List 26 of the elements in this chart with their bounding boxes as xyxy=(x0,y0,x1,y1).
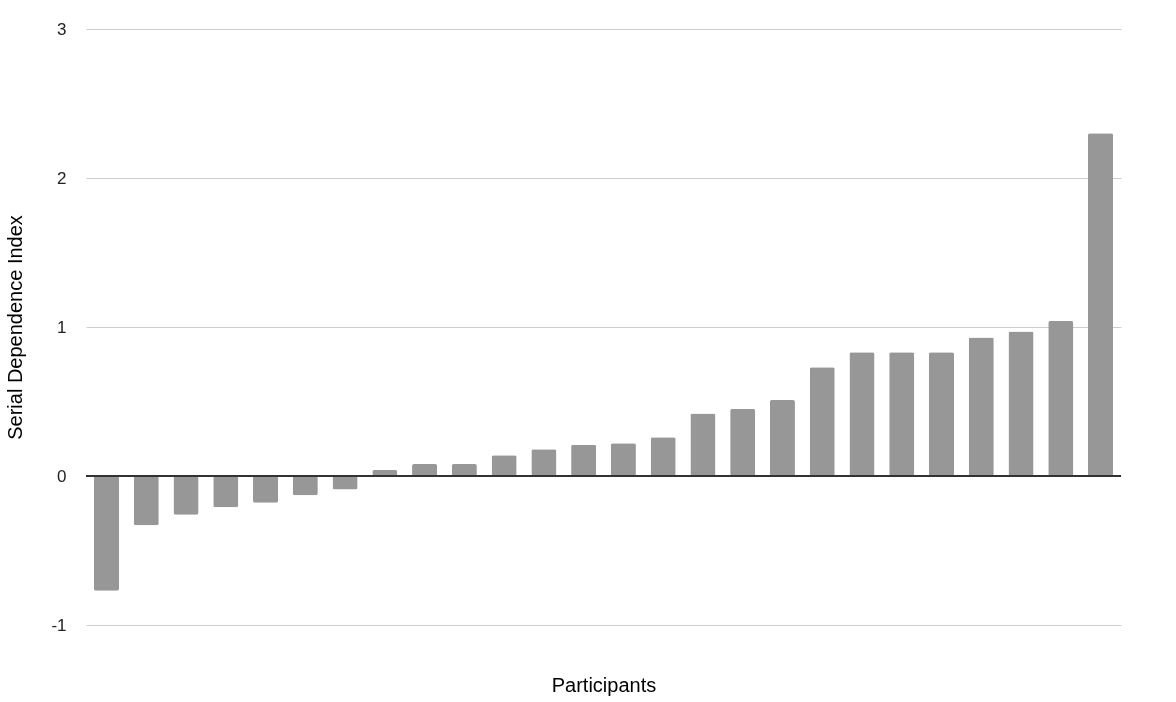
bar xyxy=(1048,321,1074,476)
bar xyxy=(809,367,835,476)
bar xyxy=(93,476,119,591)
bar xyxy=(690,413,716,476)
bar xyxy=(928,352,954,476)
bar xyxy=(1008,331,1034,476)
bar xyxy=(610,443,636,476)
bar xyxy=(650,437,676,476)
y-tick-label: 3 xyxy=(57,19,67,39)
bar xyxy=(173,476,199,515)
bar xyxy=(253,476,279,503)
bar xyxy=(889,352,915,476)
y-tick-label: 1 xyxy=(57,317,67,337)
bar xyxy=(213,476,239,508)
bar xyxy=(849,352,875,476)
x-axis-title: Participants xyxy=(551,673,657,696)
y-tick-label: -1 xyxy=(51,615,67,635)
bar xyxy=(1088,133,1114,476)
bar xyxy=(133,476,159,526)
bar xyxy=(730,408,756,476)
bar xyxy=(769,400,795,476)
bar xyxy=(968,337,994,476)
y-tick-label: 0 xyxy=(57,466,67,486)
bar xyxy=(571,444,597,476)
y-tick-label: 2 xyxy=(57,168,67,188)
y-axis-title: Serial Dependence Index xyxy=(4,215,27,440)
